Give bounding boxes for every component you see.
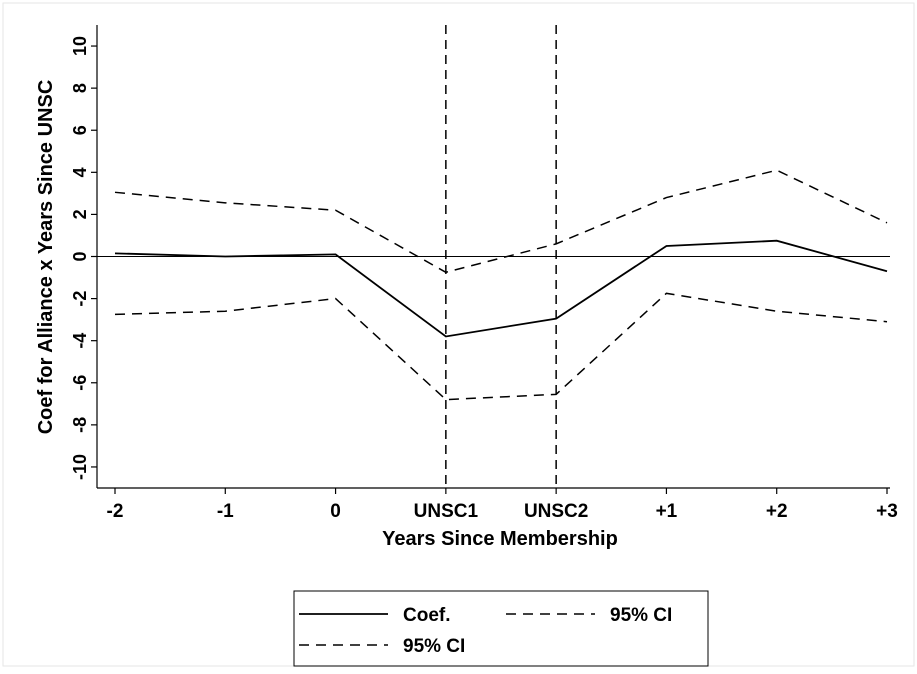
legend-box: [293, 590, 709, 667]
y-tick-label: 8: [70, 83, 90, 93]
y-tick-label: -10: [70, 454, 90, 480]
legend-label-1: Coef.: [403, 605, 451, 626]
x-tick-label: UNSC2: [524, 501, 588, 522]
x-tick-label: -2: [107, 501, 124, 522]
legend: Coef. 95% CI 95% CI: [293, 590, 709, 667]
y-tick-label: -2: [70, 291, 90, 307]
y-tick-label: -8: [70, 417, 90, 433]
x-tick-label: +1: [656, 501, 678, 522]
series-line-1: [114, 239, 888, 338]
x-tick-label: -1: [217, 501, 234, 522]
y-tick-label: -6: [70, 375, 90, 391]
y-tick-label: -4: [70, 333, 90, 349]
legend-label-2: 95% CI: [610, 605, 672, 626]
y-tick-label: 10: [70, 36, 90, 56]
y-tick-label: 0: [70, 251, 90, 261]
x-tick-label: +2: [766, 501, 788, 522]
y-tick-label: 2: [70, 209, 90, 219]
series-line-3: [114, 292, 888, 401]
vertical-reference-lines: [445, 25, 557, 488]
x-tick-label: 0: [330, 501, 341, 522]
y-axis-label: Coef for Alliance x Years Since UNSC: [35, 80, 57, 435]
y-tick-label: 6: [70, 125, 90, 135]
x-axis-label: Years Since Membership: [382, 528, 618, 550]
x-tick-label: UNSC1: [414, 501, 479, 522]
series-group: [114, 169, 888, 401]
legend-label-3: 95% CI: [403, 636, 465, 657]
y-tick-label: 4: [70, 167, 90, 177]
x-tick-label: +3: [876, 501, 898, 522]
